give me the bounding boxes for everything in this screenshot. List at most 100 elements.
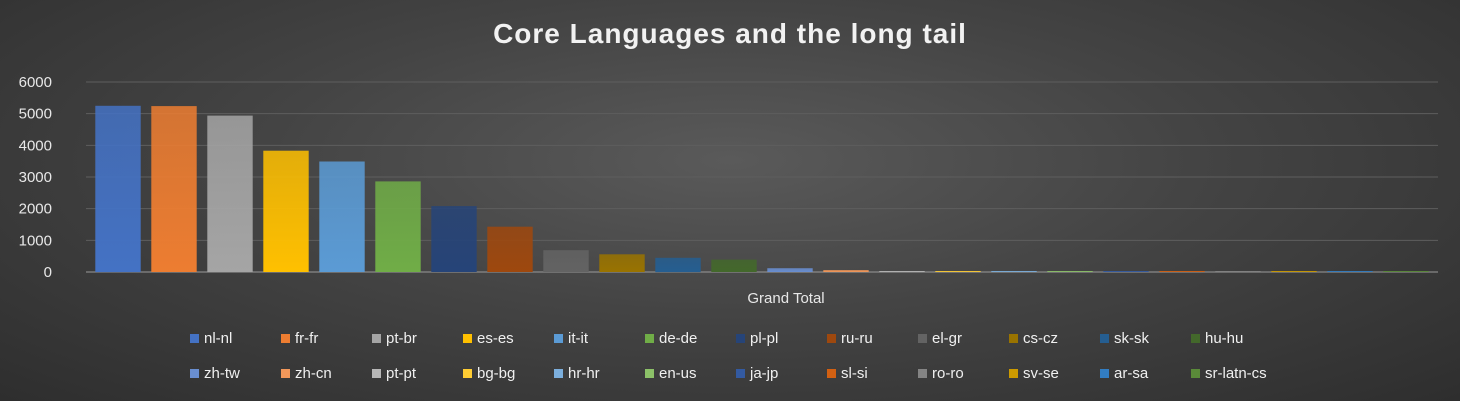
legend-swatch — [827, 368, 836, 378]
legend-label: hr-hr — [568, 364, 600, 382]
legend-swatch — [1100, 368, 1109, 378]
legend-label: it-it — [568, 329, 588, 347]
legend-label: el-gr — [932, 329, 963, 347]
legend-item: hu-hu — [1191, 328, 1282, 348]
legend-item: ro-ro — [918, 363, 1009, 383]
legend-label: hu-hu — [1205, 329, 1244, 347]
legend-item: ar-sa — [1100, 363, 1191, 383]
y-tick-label: 6000 — [19, 74, 52, 91]
legend-swatch — [1191, 333, 1200, 343]
bar-bg-bg — [935, 271, 981, 272]
bar-en-us — [1047, 271, 1093, 272]
legend-swatch — [554, 368, 563, 378]
bar-ar-sa — [1327, 271, 1373, 272]
legend-item: ru-ru — [827, 328, 918, 348]
bars — [95, 105, 1429, 273]
legend-swatch — [463, 368, 472, 378]
chart-title: Core Languages and the long tail — [493, 18, 967, 49]
legend-swatch — [918, 368, 927, 378]
legend-item: hr-hr — [554, 363, 645, 383]
legend-swatch — [281, 333, 290, 343]
legend-label: ja-jp — [750, 364, 779, 382]
legend-label: es-es — [477, 329, 514, 347]
legend-swatch — [1100, 333, 1109, 343]
legend-item: nl-nl — [190, 328, 281, 348]
legend-swatch — [372, 333, 381, 343]
legend-item: sk-sk — [1100, 328, 1191, 348]
legend-label: cs-cz — [1023, 329, 1058, 347]
legend-item: it-it — [554, 328, 645, 348]
legend-label: de-de — [659, 329, 698, 347]
x-axis-category-labels: Grand Total — [747, 290, 824, 307]
legend: nl-nl fr-fr pt-br es-es it-it de-de pl-pl ru-ru… — [190, 328, 1310, 383]
bar-pt-pt — [879, 271, 925, 272]
legend-swatch — [372, 368, 381, 378]
legend-item: pl-pl — [736, 328, 827, 348]
legend-item: es-es — [463, 328, 554, 348]
legend-item: zh-cn — [281, 363, 372, 383]
legend-item: ja-jp — [736, 363, 827, 383]
legend-label: zh-cn — [295, 364, 332, 382]
legend-item: pt-br — [372, 328, 463, 348]
legend-item: fr-fr — [281, 328, 372, 348]
bar-hu-hu — [711, 259, 757, 272]
bar-el-gr — [543, 250, 589, 272]
y-tick-label: 0 — [44, 264, 52, 281]
legend-label: pl-pl — [750, 329, 779, 347]
legend-label: en-us — [659, 364, 697, 382]
bar-fr-fr — [151, 106, 197, 272]
bar-ja-jp — [1103, 271, 1149, 272]
legend-swatch — [1009, 333, 1018, 343]
legend-item: de-de — [645, 328, 736, 348]
bar-es-es — [263, 150, 309, 272]
y-tick-label: 4000 — [19, 137, 52, 154]
legend-item: pt-pt — [372, 363, 463, 383]
legend-swatch — [736, 333, 745, 343]
y-tick-label: 2000 — [19, 201, 52, 218]
legend-swatch — [827, 333, 836, 343]
legend-label: ar-sa — [1114, 364, 1149, 382]
bar-sv-se — [1271, 271, 1317, 272]
legend-swatch — [645, 333, 654, 343]
y-tick-label: 1000 — [19, 232, 52, 249]
bar-sk-sk — [655, 257, 701, 273]
bar-nl-nl — [95, 105, 141, 273]
legend-label: bg-bg — [477, 364, 516, 382]
legend-label: zh-tw — [204, 364, 240, 382]
gridlines — [86, 81, 1438, 273]
legend-item: sr-latn-cs — [1191, 363, 1282, 383]
legend-label: sl-si — [841, 364, 868, 382]
legend-item: el-gr — [918, 328, 1009, 348]
legend-label: sv-se — [1023, 364, 1059, 382]
bar-sr-latn-cs — [1383, 271, 1429, 272]
legend-swatch — [1009, 368, 1018, 378]
bar-ru-ru — [487, 226, 533, 272]
x-category-label: Grand Total — [747, 290, 824, 307]
legend-label: pt-pt — [386, 364, 417, 382]
legend-item: en-us — [645, 363, 736, 383]
y-tick-label: 5000 — [19, 106, 52, 123]
legend-swatch — [190, 333, 199, 343]
bar-hr-hr — [991, 271, 1037, 272]
bar-zh-tw — [767, 268, 813, 272]
legend-label: fr-fr — [295, 329, 319, 347]
legend-swatch — [645, 368, 654, 378]
bar-it-it — [319, 161, 365, 272]
legend-swatch — [190, 368, 199, 378]
legend-swatch — [463, 333, 472, 343]
bar-zh-cn — [823, 270, 869, 272]
legend-item: bg-bg — [463, 363, 554, 383]
legend-item: zh-tw — [190, 363, 281, 383]
legend-item: sl-si — [827, 363, 918, 383]
bar-cs-cz — [599, 254, 645, 272]
legend-swatch — [554, 333, 563, 343]
legend-swatch — [918, 333, 927, 343]
y-axis-tick-labels: 0 1000 2000 3000 4000 5000 6000 — [19, 74, 52, 281]
y-tick-label: 3000 — [19, 169, 52, 186]
legend-label: ru-ru — [841, 329, 873, 347]
legend-swatch — [736, 368, 745, 378]
legend-label: sr-latn-cs — [1205, 364, 1267, 382]
bar-pt-br — [207, 115, 253, 272]
legend-label: nl-nl — [204, 329, 233, 347]
bar-pl-pl — [431, 206, 477, 272]
